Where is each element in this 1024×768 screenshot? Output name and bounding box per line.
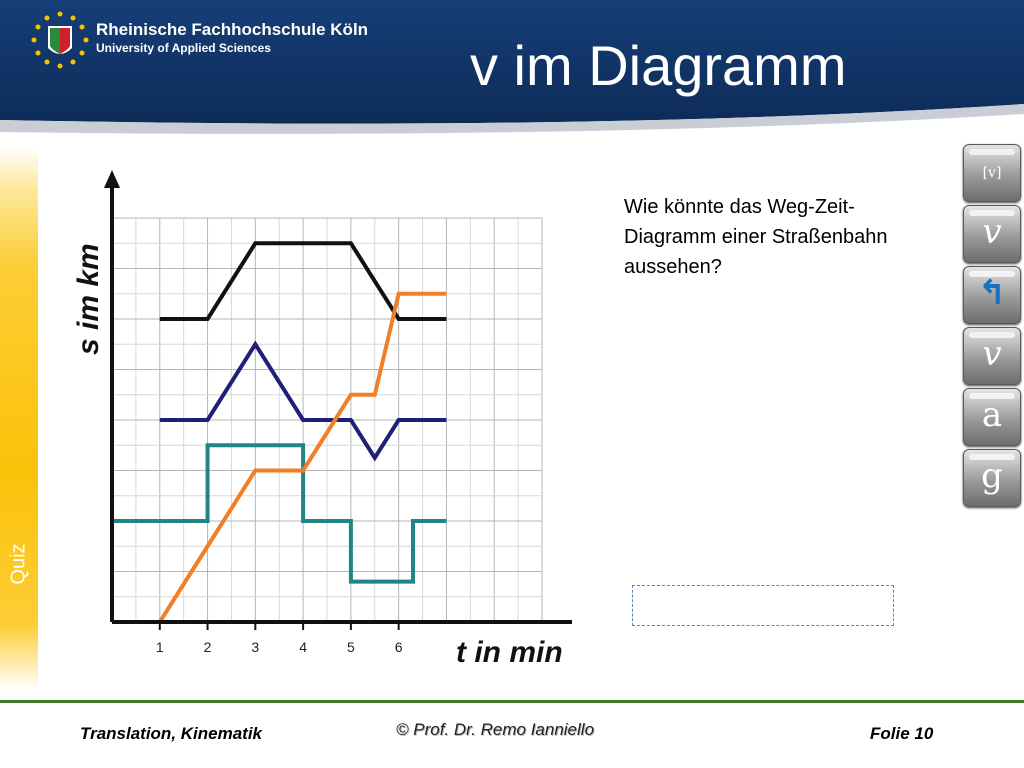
nav-button-1[interactable]: [v] <box>963 144 1021 202</box>
slide-title: v im Diagramm <box>470 34 847 97</box>
x-axis-label: t in min <box>456 636 563 669</box>
nav-button-2[interactable]: 𝑣 <box>963 205 1021 263</box>
nav-button-4[interactable]: 𝑣 <box>963 327 1021 385</box>
nav-button-3[interactable]: ↰ <box>963 266 1021 324</box>
x-tick-label: 1 <box>156 639 164 655</box>
footer-divider <box>0 700 1024 703</box>
button-highlight <box>969 332 1015 338</box>
quiz-label: Quiz <box>7 543 30 585</box>
quiz-question: Wie könnte das Weg-Zeit-Diagramm einer S… <box>624 196 888 278</box>
footer-slide-number: Folie 10 <box>870 724 934 743</box>
g-letter-icon: g <box>981 456 1003 496</box>
series-line-4 <box>112 291 447 624</box>
button-highlight <box>969 454 1015 460</box>
institution-subtitle: University of Applied Sciences <box>96 41 271 55</box>
series-line-1 <box>159 241 447 321</box>
answer-input[interactable] <box>632 585 894 626</box>
header-background <box>0 0 1024 134</box>
button-highlight <box>969 393 1015 399</box>
institution-name: Rheinische Fachhochschule Köln <box>96 20 369 39</box>
chart-series <box>112 241 447 624</box>
y-axis-arrow-icon <box>104 170 120 188</box>
button-highlight <box>969 271 1015 277</box>
x-tick-label: 4 <box>299 639 307 655</box>
header-banner: Rheinische Fachhochschule Köln Universit… <box>0 0 1024 138</box>
chart-axes <box>104 170 572 624</box>
nav-button-6[interactable]: g <box>963 449 1021 507</box>
x-tick-label: 2 <box>204 639 212 655</box>
button-highlight <box>969 210 1015 216</box>
button-highlight <box>969 149 1015 155</box>
v-italic-icon: 𝑣 <box>982 334 1002 374</box>
return-arrow-icon: ↰ <box>977 273 1007 313</box>
x-tick-label: 6 <box>395 639 403 655</box>
footer-copyright: © Prof. Dr. Remo Ianniello <box>396 720 595 739</box>
series-line-3 <box>112 443 447 584</box>
quiz-sidebar: Quiz <box>0 146 38 690</box>
x-tick-label: 3 <box>251 639 259 655</box>
path-time-chart: 1 2 3 4 5 6 t in min s im km <box>72 170 572 669</box>
footer-topic: Translation, Kinematik <box>80 724 263 743</box>
x-tick-labels: 1 2 3 4 5 6 <box>156 622 403 655</box>
x-tick-label: 5 <box>347 639 355 655</box>
series-line-2 <box>159 340 447 462</box>
v-italic-icon: 𝑣 <box>982 212 1002 252</box>
nav-button-5[interactable]: a <box>963 388 1021 446</box>
a-letter-icon: a <box>981 395 1003 435</box>
university-logo <box>30 10 90 70</box>
y-axis-label: s im km <box>72 243 105 355</box>
v-bracket-icon: [v] <box>982 165 1002 181</box>
